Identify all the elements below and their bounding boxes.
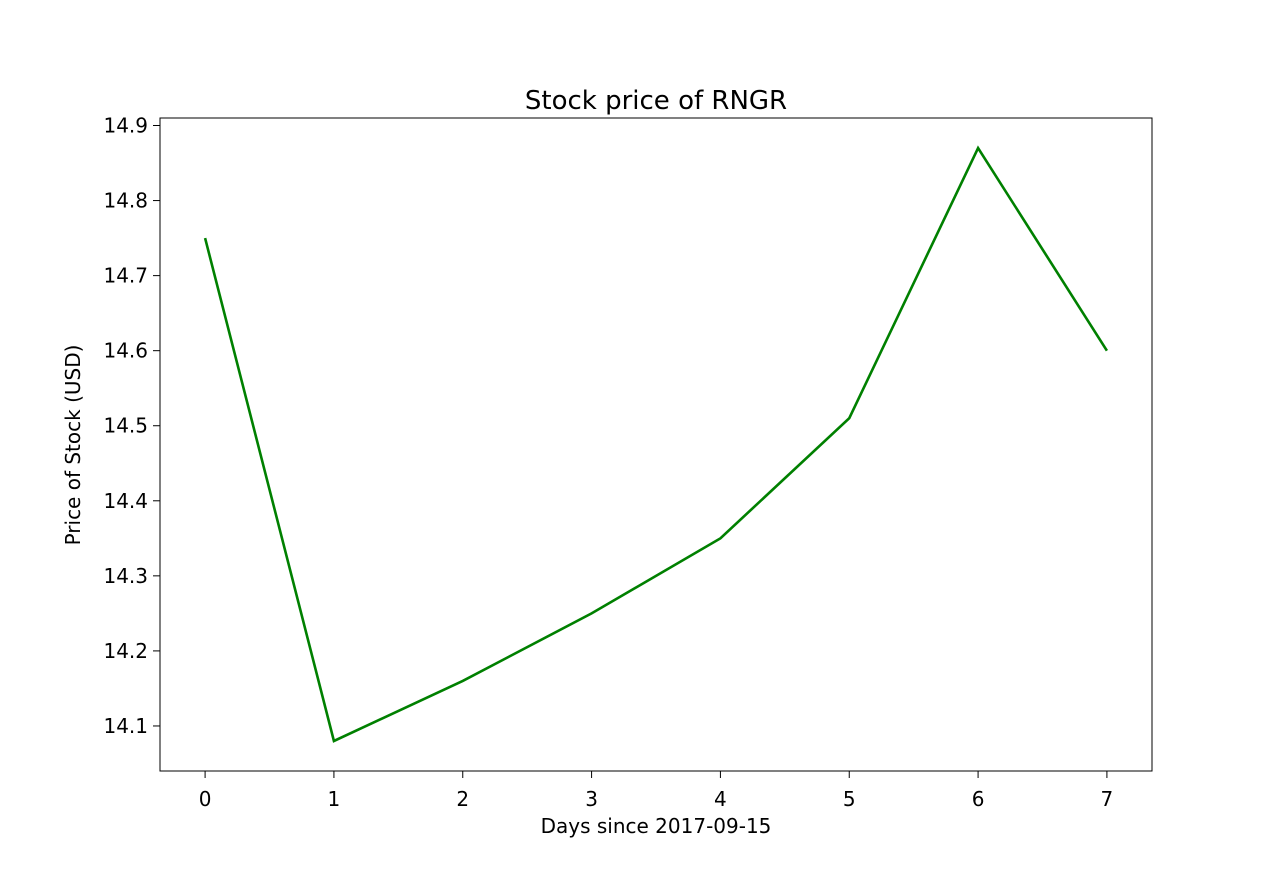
x-tick-label: 4 [714, 787, 727, 811]
y-tick-label: 14.7 [103, 264, 148, 288]
x-tick-label: 6 [972, 787, 985, 811]
y-tick-label: 14.1 [103, 714, 148, 738]
x-tick-label: 2 [456, 787, 469, 811]
y-axis-label: Price of Stock (USD) [61, 345, 85, 546]
plot-frame [159, 117, 1153, 772]
y-axis: 14.1 14.2 14.3 14.4 14.5 14.6 14.7 14.8 14.9 [103, 114, 160, 738]
x-axis-label: Days since 2017-09-15 [541, 814, 772, 838]
x-tick-label: 7 [1101, 787, 1114, 811]
y-tick-label: 14.2 [103, 639, 148, 663]
x-tick-label: 1 [328, 787, 341, 811]
y-tick-label: 14.8 [103, 189, 148, 213]
y-tick-label: 14.5 [103, 414, 148, 438]
x-axis: 0 1 2 3 4 5 6 7 [199, 771, 1114, 811]
y-tick-label: 14.4 [103, 489, 148, 513]
y-tick-label: 14.9 [103, 114, 148, 138]
x-tick-label: 0 [199, 787, 212, 811]
y-tick-label: 14.3 [103, 564, 148, 588]
x-tick-label: 5 [843, 787, 856, 811]
y-tick-label: 14.6 [103, 339, 148, 363]
chart-title: Stock price of RNGR [525, 86, 787, 116]
x-tick-label: 3 [585, 787, 598, 811]
series-line [203, 145, 1109, 743]
